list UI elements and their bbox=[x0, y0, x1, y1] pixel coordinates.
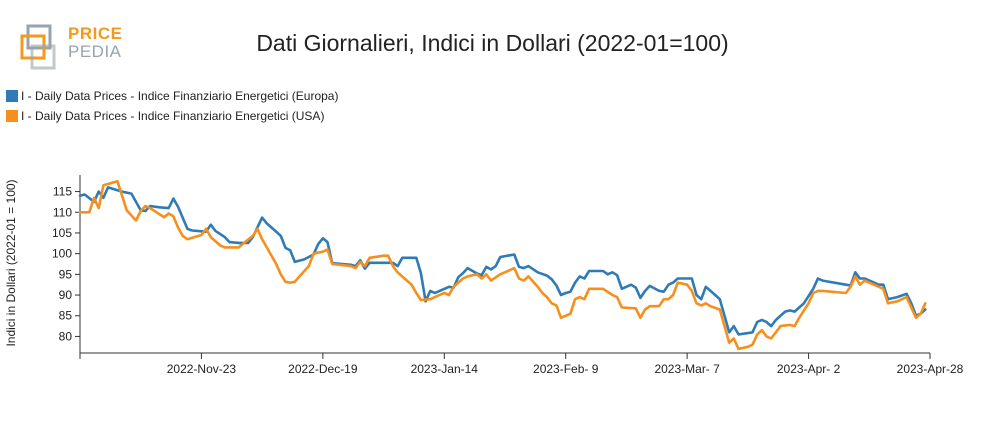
x-tick-label: 2023-Mar- 7 bbox=[654, 362, 720, 376]
y-axis-title: Indici in Dollari (2022-01 = 100) bbox=[4, 179, 18, 346]
logo-mark-icon bbox=[20, 24, 56, 70]
logo-text-pedia: PEDIA bbox=[68, 42, 122, 61]
y-tick-label: 95 bbox=[59, 267, 73, 281]
legend-swatch-usa bbox=[6, 110, 18, 122]
series-layer bbox=[78, 179, 927, 351]
series-line-europa bbox=[78, 186, 927, 336]
chart-legend: I - Daily Data Prices - Indice Finanziar… bbox=[6, 86, 338, 126]
y-tick-label: 110 bbox=[53, 205, 72, 219]
pricepedia-logo: PRICE PEDIA bbox=[18, 22, 128, 74]
x-tick-label: 2023-Jan-14 bbox=[411, 362, 479, 376]
legend-swatch-europa bbox=[6, 90, 18, 102]
x-tick-label: 2023-Apr-28 bbox=[897, 362, 964, 376]
x-tick-label: 2023-Feb- 9 bbox=[533, 362, 599, 376]
x-tick-label: 2022-Nov-23 bbox=[167, 362, 237, 376]
y-tick-label: 100 bbox=[52, 247, 72, 261]
y-tick-label: 105 bbox=[52, 226, 72, 240]
series-line-usa bbox=[78, 179, 927, 351]
legend-label-usa: I - Daily Data Prices - Indice Finanziar… bbox=[21, 109, 325, 123]
x-tick-label: 2022-Dec-19 bbox=[288, 362, 358, 376]
x-axis: 2022-Nov-23 2022-Dec-19 2023-Jan-14 2023-Fe… bbox=[79, 352, 964, 376]
y-tick-label: 85 bbox=[59, 309, 73, 323]
y-axis: 80 85 90 95 100 105 110 115 bbox=[52, 175, 81, 353]
y-tick-label: 80 bbox=[59, 329, 73, 343]
logo-text-price: PRICE bbox=[68, 24, 123, 43]
y-tick-label: 90 bbox=[59, 288, 73, 302]
legend-item-europa[interactable]: I - Daily Data Prices - Indice Finanziar… bbox=[6, 86, 338, 106]
chart-title: Dati Giornalieri, Indici in Dollari (202… bbox=[256, 30, 729, 56]
x-tick-label: 2023-Apr- 2 bbox=[777, 362, 841, 376]
legend-item-usa[interactable]: I - Daily Data Prices - Indice Finanziar… bbox=[6, 106, 338, 126]
legend-label-europa: I - Daily Data Prices - Indice Finanziar… bbox=[21, 89, 339, 103]
y-tick-label: 115 bbox=[53, 185, 72, 199]
